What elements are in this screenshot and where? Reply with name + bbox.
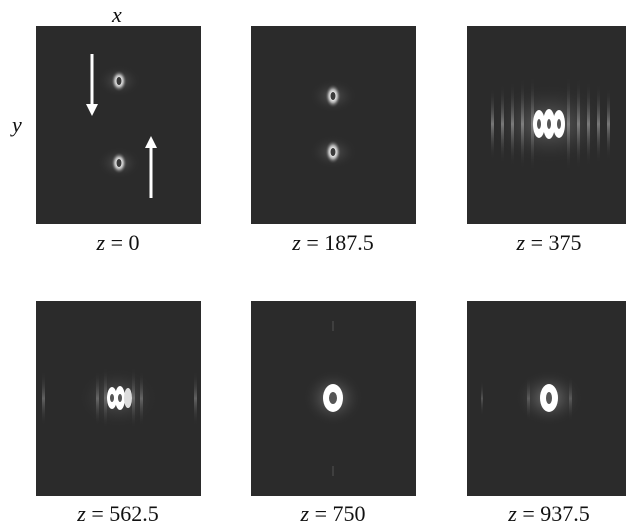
caption-z0: z = 0 bbox=[96, 230, 140, 255]
field-image-z0 bbox=[86, 54, 157, 198]
field-image-z937 bbox=[481, 370, 583, 426]
caption-z750: z = 750 bbox=[300, 501, 366, 526]
field-image-z750 bbox=[303, 321, 363, 476]
caption-z562: z = 562.5 bbox=[77, 501, 159, 526]
y-axis-label: y bbox=[12, 112, 22, 137]
field-panel-z750 bbox=[251, 301, 416, 496]
field-panel-z375 bbox=[467, 26, 626, 224]
caption-z187: z = 187.5 bbox=[292, 230, 374, 255]
down-arrow-icon bbox=[86, 104, 98, 116]
caption-z375: z = 375 bbox=[516, 230, 582, 255]
caption-z937: z = 937.5 bbox=[508, 501, 590, 526]
up-arrow-icon bbox=[145, 136, 157, 148]
field-panel-z187 bbox=[251, 26, 416, 224]
field-panel-z562 bbox=[36, 301, 201, 496]
field-panel-z937 bbox=[467, 301, 626, 496]
field-panel-z0 bbox=[36, 26, 201, 224]
field-image-z375 bbox=[487, 76, 611, 172]
x-axis-label: x bbox=[112, 2, 122, 27]
field-image-z187 bbox=[309, 79, 357, 169]
field-image-z562 bbox=[42, 367, 197, 429]
